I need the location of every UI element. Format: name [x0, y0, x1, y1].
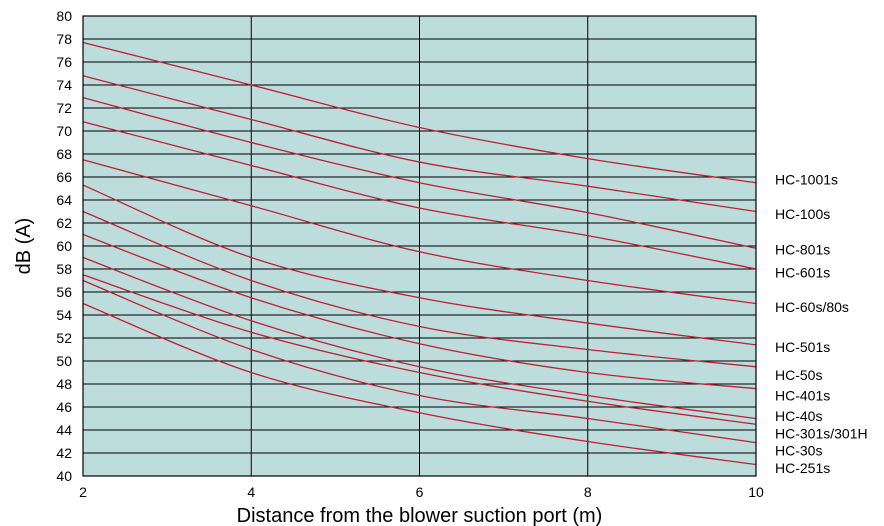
y-tick-label: 64 [56, 192, 72, 208]
y-tick-label: 40 [56, 468, 72, 484]
y-tick-label: 74 [56, 77, 72, 93]
series-label: HC-1001s [775, 171, 838, 187]
y-tick-label: 52 [56, 330, 72, 346]
series-line-hc-301s-301h [82, 274, 757, 425]
x-axis-label: Distance from the blower suction port (m… [237, 505, 603, 526]
y-tick-label: 48 [56, 376, 72, 392]
y-tick-label: 76 [56, 54, 72, 70]
series-line-hc-60s-80s [82, 159, 757, 305]
y-tick-label: 58 [56, 261, 72, 277]
series-label: HC-60s/80s [775, 299, 849, 315]
x-tick-label: 8 [584, 484, 592, 500]
series-line-hc-100s [82, 75, 757, 213]
y-tick-label: 80 [56, 8, 72, 24]
series-label: HC-501s [775, 339, 830, 355]
y-tick-label: 44 [56, 422, 72, 438]
series-line-hc-801s [82, 97, 757, 249]
y-tick-labels: 40 42 44 46 48 50 52 54 56 58 60 62 64 66 68 70 72 74 76 78… [56, 8, 72, 484]
series-line-hc-30s [82, 279, 757, 444]
y-axis-label: dB (A) [13, 218, 35, 275]
y-tick-label: 70 [56, 123, 72, 139]
series-line-hc-40s [82, 256, 757, 420]
y-tick-label: 56 [56, 284, 72, 300]
x-tick-label: 6 [416, 484, 424, 500]
y-tick-label: 66 [56, 169, 72, 185]
series-label: HC-30s [775, 443, 822, 459]
series-label: HC-40s [775, 408, 822, 424]
series-label: HC-801s [775, 241, 830, 257]
y-tick-label: 54 [56, 307, 72, 323]
series-line-hc-401s [82, 233, 757, 390]
series-label: HC-251s [775, 460, 830, 476]
y-tick-label: 62 [56, 215, 72, 231]
series-label: HC-50s [775, 367, 822, 383]
grid-lines [82, 15, 757, 477]
y-tick-label: 72 [56, 100, 72, 116]
y-tick-label: 78 [56, 31, 72, 47]
series-line-hc-251s [82, 302, 757, 466]
series-label: HC-601s [775, 264, 830, 280]
y-tick-label: 60 [56, 238, 72, 254]
series-line-hc-50s [82, 210, 757, 368]
series-line-hc-601s [82, 121, 757, 270]
x-tick-label: 10 [748, 484, 764, 500]
series-lines [82, 41, 757, 466]
plot-border [82, 15, 757, 477]
y-tick-label: 68 [56, 146, 72, 162]
x-tick-label: 2 [79, 484, 87, 500]
series-label: HC-100s [775, 206, 830, 222]
series-line-hc-501s [82, 184, 757, 346]
y-tick-label: 42 [56, 445, 72, 461]
series-label: HC-301s/301H [775, 425, 868, 441]
series-labels: HC-1001s HC-100s HC-801s HC-601s HC-60s/80s H… [775, 171, 868, 476]
x-tick-labels: 2 4 6 8 10 [79, 484, 764, 500]
series-label: HC-401s [775, 388, 830, 404]
y-tick-label: 50 [56, 353, 72, 369]
y-tick-label: 46 [56, 399, 72, 415]
series-line-hc-1001s [82, 41, 757, 184]
x-tick-label: 4 [247, 484, 255, 500]
